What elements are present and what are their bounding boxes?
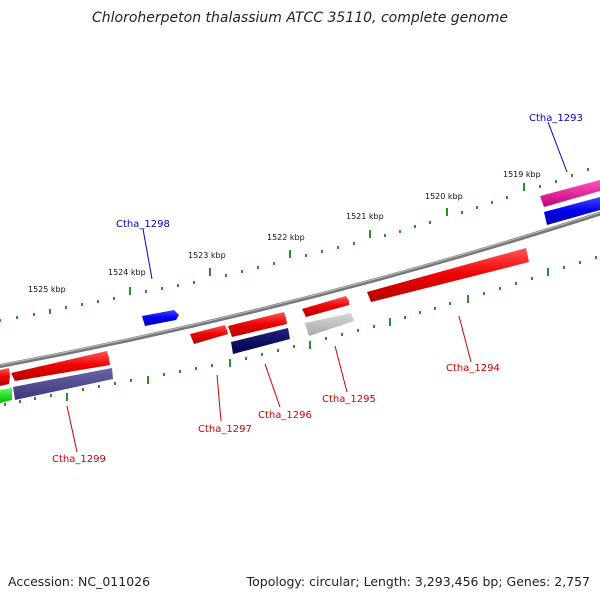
gene-ctha-1294[interactable] xyxy=(367,248,529,302)
genome-backbone xyxy=(0,211,600,369)
gene-ctha-1299-companion[interactable] xyxy=(13,368,113,400)
gene-label-ctha-1295[interactable]: Ctha_1295 xyxy=(322,394,376,405)
gene-label-ctha-1294[interactable]: Ctha_1294 xyxy=(446,363,500,374)
gene-ctha-1298[interactable] xyxy=(142,310,179,326)
tick-label-1522: 1522 kbp xyxy=(267,233,305,242)
tick-label-1519: 1519 kbp xyxy=(503,170,541,179)
outer-tick-track xyxy=(0,168,589,322)
gene-left-green[interactable] xyxy=(0,388,12,403)
gene-label-ctha-1299[interactable]: Ctha_1299 xyxy=(52,454,106,465)
label-leaders xyxy=(66,121,568,453)
gene-ctha-1295[interactable] xyxy=(302,296,349,317)
gene-label-ctha-1297[interactable]: Ctha_1297 xyxy=(198,424,252,435)
gene-ctha-1296[interactable] xyxy=(228,312,287,337)
tick-label-1520: 1520 kbp xyxy=(425,192,463,201)
tick-label-1524: 1524 kbp xyxy=(108,268,146,277)
gene-label-ctha-1296[interactable]: Ctha_1296 xyxy=(258,410,312,421)
gene-label-ctha-1298[interactable]: Ctha_1298 xyxy=(116,219,170,230)
map-title: Chloroherpeton thalassium ATCC 35110, co… xyxy=(92,10,508,26)
genome-summary-text: Topology: circular; Length: 3,293,456 bp… xyxy=(246,574,590,589)
gene-ctha-1293-blue[interactable] xyxy=(544,197,600,225)
tick-label-1525: 1525 kbp xyxy=(28,285,66,294)
tick-label-1523: 1523 kbp xyxy=(188,251,226,260)
gene-ctha-1297[interactable] xyxy=(190,325,228,344)
gene-ctha-1293-pink[interactable] xyxy=(540,180,600,207)
gene-ctha-1299[interactable] xyxy=(11,351,110,381)
gene-label-ctha-1293[interactable]: Ctha_1293 xyxy=(529,113,583,124)
gene-left-red[interactable] xyxy=(0,368,10,386)
accession-text: Accession: NC_011026 xyxy=(8,574,151,589)
gene-ctha-1295-companion[interactable] xyxy=(305,313,354,336)
gene-ctha-1296-companion[interactable] xyxy=(231,328,290,354)
genome-backbone-highlight xyxy=(0,212,600,366)
inner-tick-track xyxy=(4,256,597,406)
tick-label-1521: 1521 kbp xyxy=(346,212,384,221)
